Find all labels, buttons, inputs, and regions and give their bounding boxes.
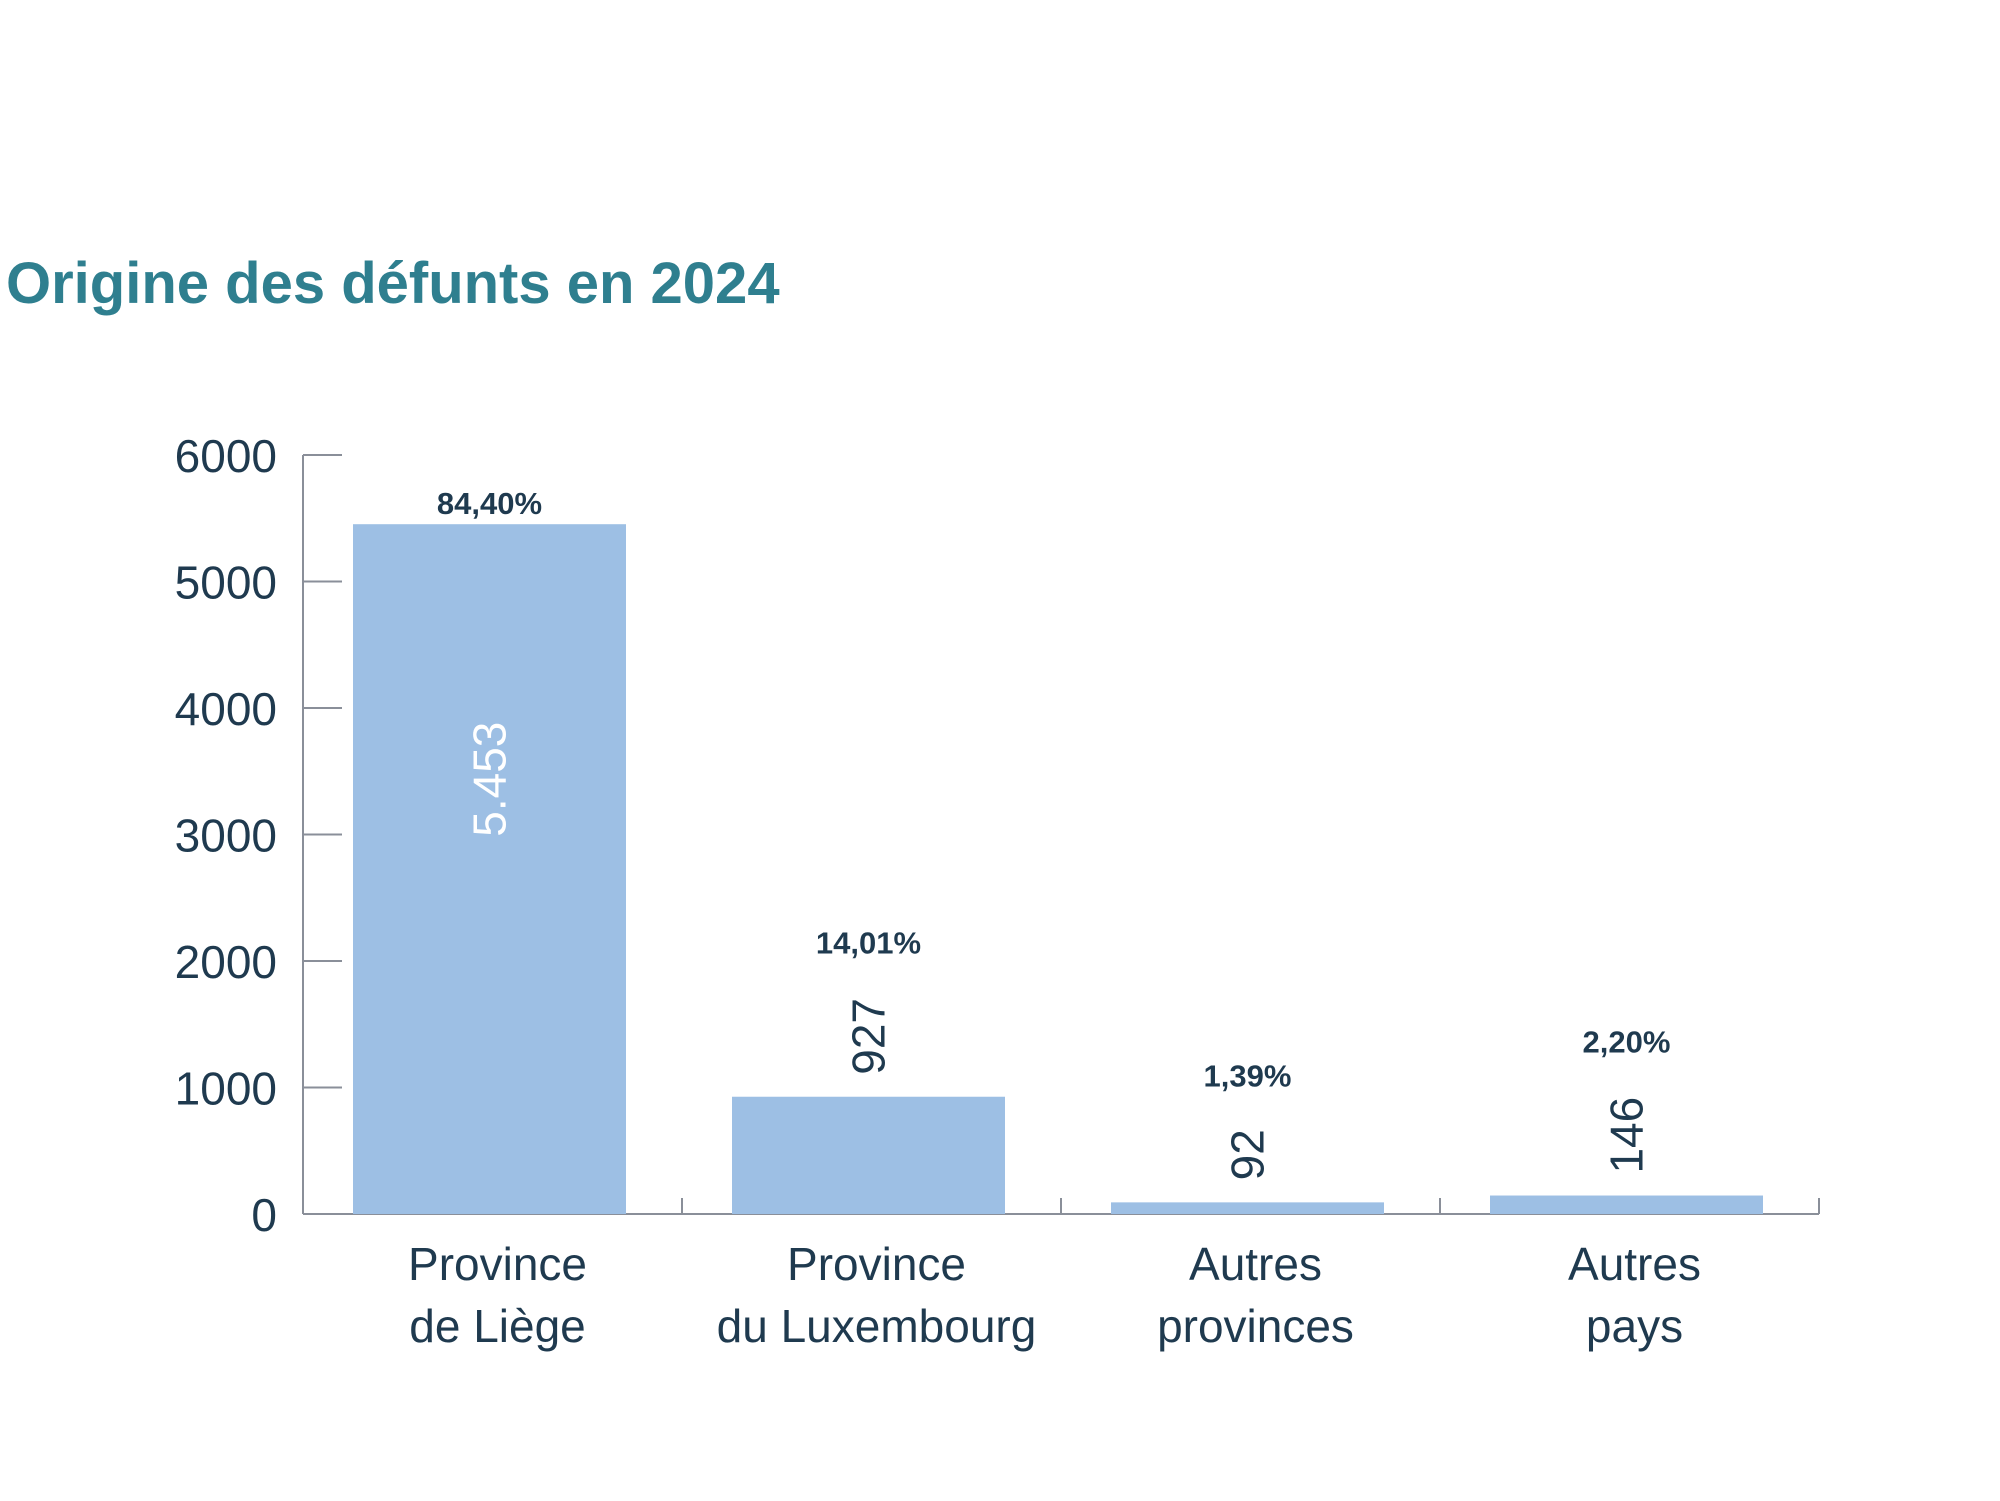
percent-label: 14,01% bbox=[816, 926, 921, 961]
bar bbox=[1111, 1202, 1384, 1214]
value-label: 5.453 bbox=[464, 722, 516, 837]
y-tick-label: 6000 bbox=[175, 430, 277, 482]
category-label: Province bbox=[787, 1238, 966, 1290]
category-label: pays bbox=[1586, 1300, 1683, 1352]
value-label: 927 bbox=[843, 998, 895, 1075]
category-label: Autres bbox=[1189, 1238, 1322, 1290]
percent-label: 2,20% bbox=[1583, 1025, 1671, 1060]
axes: 0 1000 2000 3000 4000 5000 6000 bbox=[175, 430, 1820, 1241]
labels: 5.453 84,40% Province de Liège 927 14,01% Prov… bbox=[408, 486, 1701, 1352]
value-label: 92 bbox=[1222, 1129, 1274, 1180]
y-tick-label: 5000 bbox=[175, 557, 277, 609]
category-label: Province bbox=[408, 1238, 587, 1290]
bar bbox=[353, 524, 626, 1214]
bars bbox=[353, 524, 1763, 1214]
bar bbox=[732, 1096, 1005, 1214]
y-tick-label: 4000 bbox=[175, 683, 277, 735]
percent-label: 84,40% bbox=[437, 486, 542, 521]
bar bbox=[1490, 1195, 1763, 1214]
category-label: du Luxembourg bbox=[717, 1300, 1037, 1352]
y-tick-label: 0 bbox=[251, 1189, 277, 1241]
category-label: provinces bbox=[1157, 1300, 1354, 1352]
percent-label: 1,39% bbox=[1204, 1058, 1292, 1093]
category-label: Autres bbox=[1568, 1238, 1701, 1290]
y-tick-label: 1000 bbox=[175, 1063, 277, 1115]
category-label: de Liège bbox=[409, 1300, 586, 1352]
chart-title: Origine des défunts en 2024 bbox=[6, 251, 780, 316]
value-label: 146 bbox=[1601, 1097, 1653, 1174]
y-tick-label: 2000 bbox=[175, 936, 277, 988]
y-tick-label: 3000 bbox=[175, 810, 277, 862]
